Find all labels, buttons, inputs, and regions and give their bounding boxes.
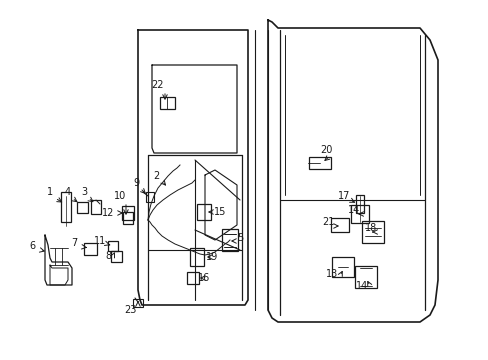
Text: 19: 19 — [205, 252, 218, 262]
Text: 4: 4 — [65, 187, 71, 197]
Text: 16: 16 — [198, 273, 210, 283]
Text: 5: 5 — [236, 233, 243, 243]
Text: 17: 17 — [337, 191, 349, 201]
Text: 11: 11 — [94, 236, 106, 246]
Bar — [146, 192, 154, 202]
Text: 23: 23 — [123, 305, 136, 315]
Bar — [123, 212, 133, 224]
Bar — [190, 248, 203, 266]
Text: 7: 7 — [71, 238, 77, 248]
Text: 1: 1 — [47, 187, 53, 197]
Bar — [350, 205, 368, 223]
Text: 9: 9 — [133, 178, 139, 188]
Bar — [108, 241, 118, 251]
Text: 18: 18 — [364, 223, 376, 233]
Bar — [159, 97, 174, 109]
Text: 21: 21 — [321, 217, 333, 227]
Bar — [354, 266, 376, 288]
Bar — [61, 192, 71, 222]
Bar — [197, 204, 210, 220]
Text: 15: 15 — [213, 207, 226, 217]
Bar — [331, 257, 353, 277]
Bar — [330, 218, 348, 232]
Bar — [361, 221, 383, 243]
Bar — [83, 243, 96, 255]
Bar — [308, 157, 330, 169]
Text: 8: 8 — [105, 251, 111, 261]
Text: 2: 2 — [153, 171, 159, 181]
Bar — [91, 200, 101, 214]
Text: 6: 6 — [29, 241, 35, 251]
Text: 14: 14 — [347, 205, 359, 215]
Bar — [76, 202, 87, 212]
Bar — [222, 229, 238, 251]
Text: 13: 13 — [325, 269, 337, 279]
Bar — [186, 272, 199, 284]
Bar — [122, 206, 134, 220]
Text: 14: 14 — [355, 281, 367, 291]
Bar — [133, 299, 142, 307]
Bar — [110, 251, 121, 261]
Bar — [355, 195, 363, 213]
Text: 3: 3 — [81, 187, 87, 197]
Text: 20: 20 — [319, 145, 331, 155]
Text: 10: 10 — [114, 191, 126, 201]
Text: 22: 22 — [151, 80, 164, 90]
Text: 12: 12 — [102, 208, 114, 218]
